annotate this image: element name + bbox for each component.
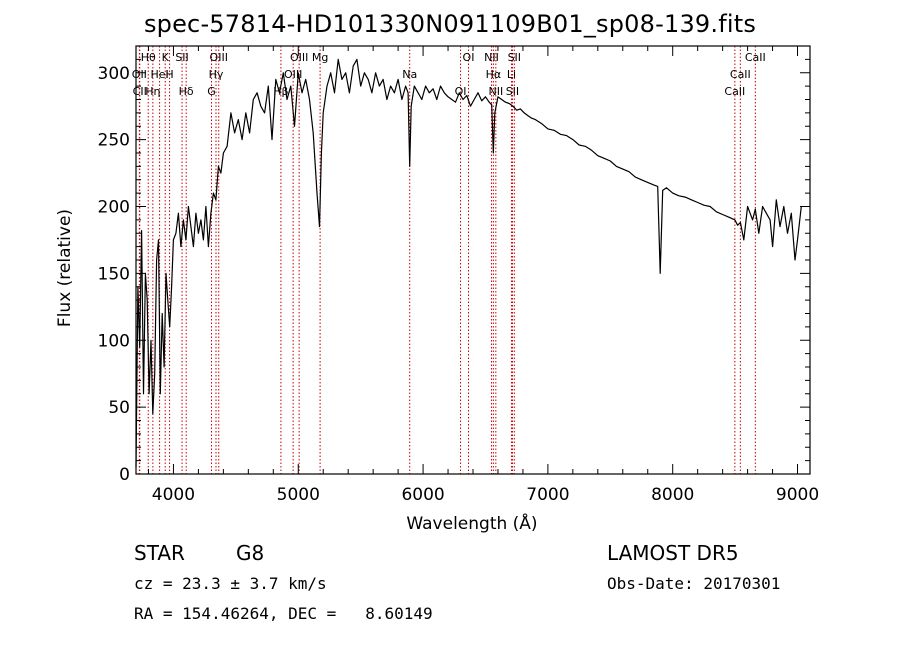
x-tick-label: 6000 — [401, 485, 444, 505]
line-marker-label: SII — [508, 51, 521, 64]
line-marker-label: SII — [506, 85, 519, 98]
line-marker-label: G — [207, 85, 216, 98]
y-axis-label: Flux (relative) — [55, 209, 75, 327]
line-marker-label: SII — [175, 51, 188, 64]
line-marker-label: HeI — [150, 68, 168, 81]
y-tick-label: 250 — [98, 131, 130, 151]
tick-labels: 4000 5000 6000 7000 8000 9000 0 50 100 150 200 250 3… — [98, 64, 820, 505]
line-marker-label: Hη — [145, 85, 160, 98]
line-marker-label: H — [165, 68, 173, 81]
axes — [135, 45, 811, 475]
line-marker-label: Hδ — [179, 85, 194, 98]
line-marker-label: Hα — [486, 68, 502, 81]
y-tick-label: 150 — [98, 264, 130, 284]
line-marker-label: CaII — [745, 51, 766, 64]
line-marker-label: CaII — [730, 68, 751, 81]
y-tick-label: 100 — [98, 331, 130, 351]
plot-frame — [135, 45, 811, 475]
y-tick-label: 300 — [98, 64, 130, 84]
y-tick-label: 200 — [98, 198, 130, 218]
line-marker-label: Li — [507, 68, 516, 81]
line-marker-label: Hβ — [273, 85, 288, 98]
spectrum-series — [135, 58, 802, 468]
line-marker-label: Hθ — [141, 51, 156, 64]
ticks — [136, 45, 810, 475]
line-marker-label: OII — [132, 68, 147, 81]
line-marker-label: CaII — [724, 85, 745, 98]
line-marker-label: K — [162, 51, 170, 64]
survey-name: LAMOST DR5 — [607, 541, 739, 565]
x-tick-label: 8000 — [651, 485, 694, 505]
observation-date: Obs-Date: 20170301 — [607, 574, 781, 593]
x-tick-label: 5000 — [277, 485, 320, 505]
object-class: STAR — [134, 541, 185, 565]
redshift-velocity: cz = 23.3 ± 3.7 km/s — [134, 574, 327, 593]
line-marker-label: Na — [402, 68, 417, 81]
line-markers — [138, 46, 756, 474]
x-tick-label: 9000 — [776, 485, 819, 505]
y-tick-label: 50 — [108, 398, 130, 418]
line-marker-label: Mg — [312, 51, 328, 64]
line-marker-label: OI — [455, 85, 467, 98]
line-marker-label: OI — [463, 51, 475, 64]
line-marker-label: OIII — [290, 51, 308, 64]
line-marker-label: NII — [484, 51, 499, 64]
x-axis-label: Wavelength (Å) — [406, 512, 537, 534]
y-tick-label: 0 — [119, 465, 130, 485]
coordinates: RA = 154.46264, DEC = 8.60149 — [134, 604, 433, 623]
line-marker-label: OIII — [210, 51, 228, 64]
x-tick-label: 4000 — [152, 485, 195, 505]
line-marker-labels: HθOIICIIKHeIHηSIIHHδOIIIHγGOIIIOIIIHβMgN… — [132, 51, 766, 98]
line-marker-label: Hγ — [209, 68, 224, 81]
object-subclass: G8 — [236, 541, 265, 565]
spectrum-line — [135, 58, 802, 468]
x-tick-label: 7000 — [526, 485, 569, 505]
line-marker-label: NII — [488, 85, 503, 98]
chart-title: spec-57814-HD101330N091109B01_sp08-139.f… — [143, 10, 757, 38]
